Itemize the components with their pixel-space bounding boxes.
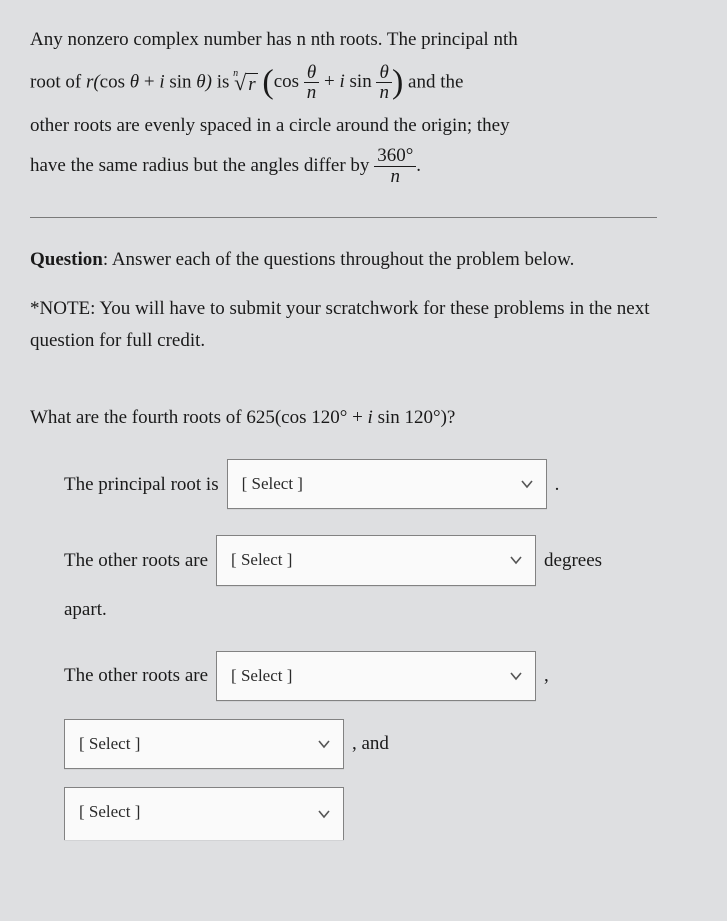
expr-principal-root: n √r (cos θn + i sin θn) bbox=[234, 71, 408, 92]
other-root-3-select[interactable]: [ Select ] bbox=[64, 787, 344, 840]
sym-i1: i bbox=[159, 71, 164, 92]
intro-period: . bbox=[416, 155, 421, 176]
prompt-q: ? bbox=[447, 407, 455, 428]
select-placeholder-5: [ Select ] bbox=[79, 798, 140, 826]
row3-text-a: The other roots are bbox=[64, 660, 208, 691]
question-block: Question: Answer each of the questions t… bbox=[30, 244, 697, 275]
sym-i2: i bbox=[340, 71, 345, 92]
answer-row-2: The other roots are [ Select ] degrees bbox=[64, 535, 697, 585]
root-index: n bbox=[233, 63, 238, 84]
row3-comma: , bbox=[544, 660, 549, 691]
note-block: *NOTE: You will have to submit your scra… bbox=[30, 293, 697, 356]
chevron-down-icon bbox=[509, 553, 523, 567]
den2: n bbox=[376, 83, 392, 103]
prompt-expr2: sin 120°) bbox=[373, 407, 447, 428]
problem-prompt: What are the fourth roots of 625(cos 120… bbox=[30, 402, 697, 433]
row4-comma: , and bbox=[352, 728, 389, 759]
chevron-down-icon bbox=[317, 807, 331, 821]
row2-text-c: apart. bbox=[64, 594, 697, 625]
root-radicand: r bbox=[246, 73, 257, 95]
principal-root-select[interactable]: [ Select ] bbox=[227, 459, 547, 509]
intro-line3: other roots are evenly spaced in a circl… bbox=[30, 115, 510, 136]
intro-paragraph: Any nonzero complex number has n nth roo… bbox=[30, 20, 697, 187]
row2-text-a: The other roots are bbox=[64, 545, 208, 576]
frac-theta-n-2: θn bbox=[376, 63, 392, 104]
prompt-expr: 625(cos 120° + bbox=[246, 407, 367, 428]
sym-plus2: + bbox=[319, 71, 339, 92]
den-n: n bbox=[374, 167, 416, 187]
degrees-apart-select[interactable]: [ Select ] bbox=[216, 535, 536, 585]
question-label: Question bbox=[30, 249, 103, 270]
expr-r-cis-theta: r(cos θ + i sin θ) bbox=[86, 71, 217, 92]
intro-line2c: and the bbox=[408, 71, 463, 92]
sym-r: r bbox=[86, 71, 93, 92]
sym-cos: cos bbox=[100, 71, 125, 92]
expr-360-over-n: 360°n bbox=[374, 155, 416, 176]
answer-row-4: [ Select ] , and bbox=[64, 719, 697, 769]
prompt-a: What are the fourth roots of bbox=[30, 407, 246, 428]
select-placeholder-2: [ Select ] bbox=[231, 546, 292, 574]
sym-sin2: sin bbox=[350, 71, 372, 92]
sym-sin: sin bbox=[169, 71, 191, 92]
other-root-1-select[interactable]: [ Select ] bbox=[216, 651, 536, 701]
intro-line1: Any nonzero complex number has n nth roo… bbox=[30, 29, 518, 50]
frac-360-n: 360°n bbox=[374, 146, 416, 187]
row1-dot: . bbox=[555, 469, 560, 500]
select-placeholder-3: [ Select ] bbox=[231, 662, 292, 690]
chevron-down-icon bbox=[317, 737, 331, 751]
nth-root: n √r bbox=[234, 60, 257, 106]
note-label: *NOTE: bbox=[30, 298, 95, 319]
num1: θ bbox=[304, 63, 320, 84]
row1-text: The principal root is bbox=[64, 469, 219, 500]
answer-row-3: The other roots are [ Select ] , bbox=[64, 651, 697, 701]
question-text: : Answer each of the questions throughou… bbox=[103, 249, 575, 270]
other-root-2-select[interactable]: [ Select ] bbox=[64, 719, 344, 769]
answer-row-5: [ Select ] bbox=[64, 787, 697, 840]
sym-theta2: θ bbox=[196, 71, 205, 92]
intro-line2b: is bbox=[217, 71, 234, 92]
frac-theta-n-1: θn bbox=[304, 63, 320, 104]
chevron-down-icon bbox=[520, 477, 534, 491]
den1: n bbox=[304, 83, 320, 103]
sym-plus1: + bbox=[139, 71, 159, 92]
select-placeholder-1: [ Select ] bbox=[242, 470, 303, 498]
chevron-down-icon bbox=[509, 669, 523, 683]
intro-line2a: root of bbox=[30, 71, 86, 92]
sym-theta1: θ bbox=[130, 71, 139, 92]
intro-line4a: have the same radius but the angles diff… bbox=[30, 155, 374, 176]
answer-row-1: The principal root is [ Select ] . bbox=[64, 459, 697, 509]
num360: 360° bbox=[374, 146, 416, 167]
note-text: You will have to submit your scratchwork… bbox=[30, 298, 650, 350]
num2: θ bbox=[376, 63, 392, 84]
select-placeholder-4: [ Select ] bbox=[79, 730, 140, 758]
sym-cos2: cos bbox=[274, 71, 299, 92]
row2-text-b: degrees bbox=[544, 545, 602, 576]
section-divider bbox=[30, 217, 657, 218]
